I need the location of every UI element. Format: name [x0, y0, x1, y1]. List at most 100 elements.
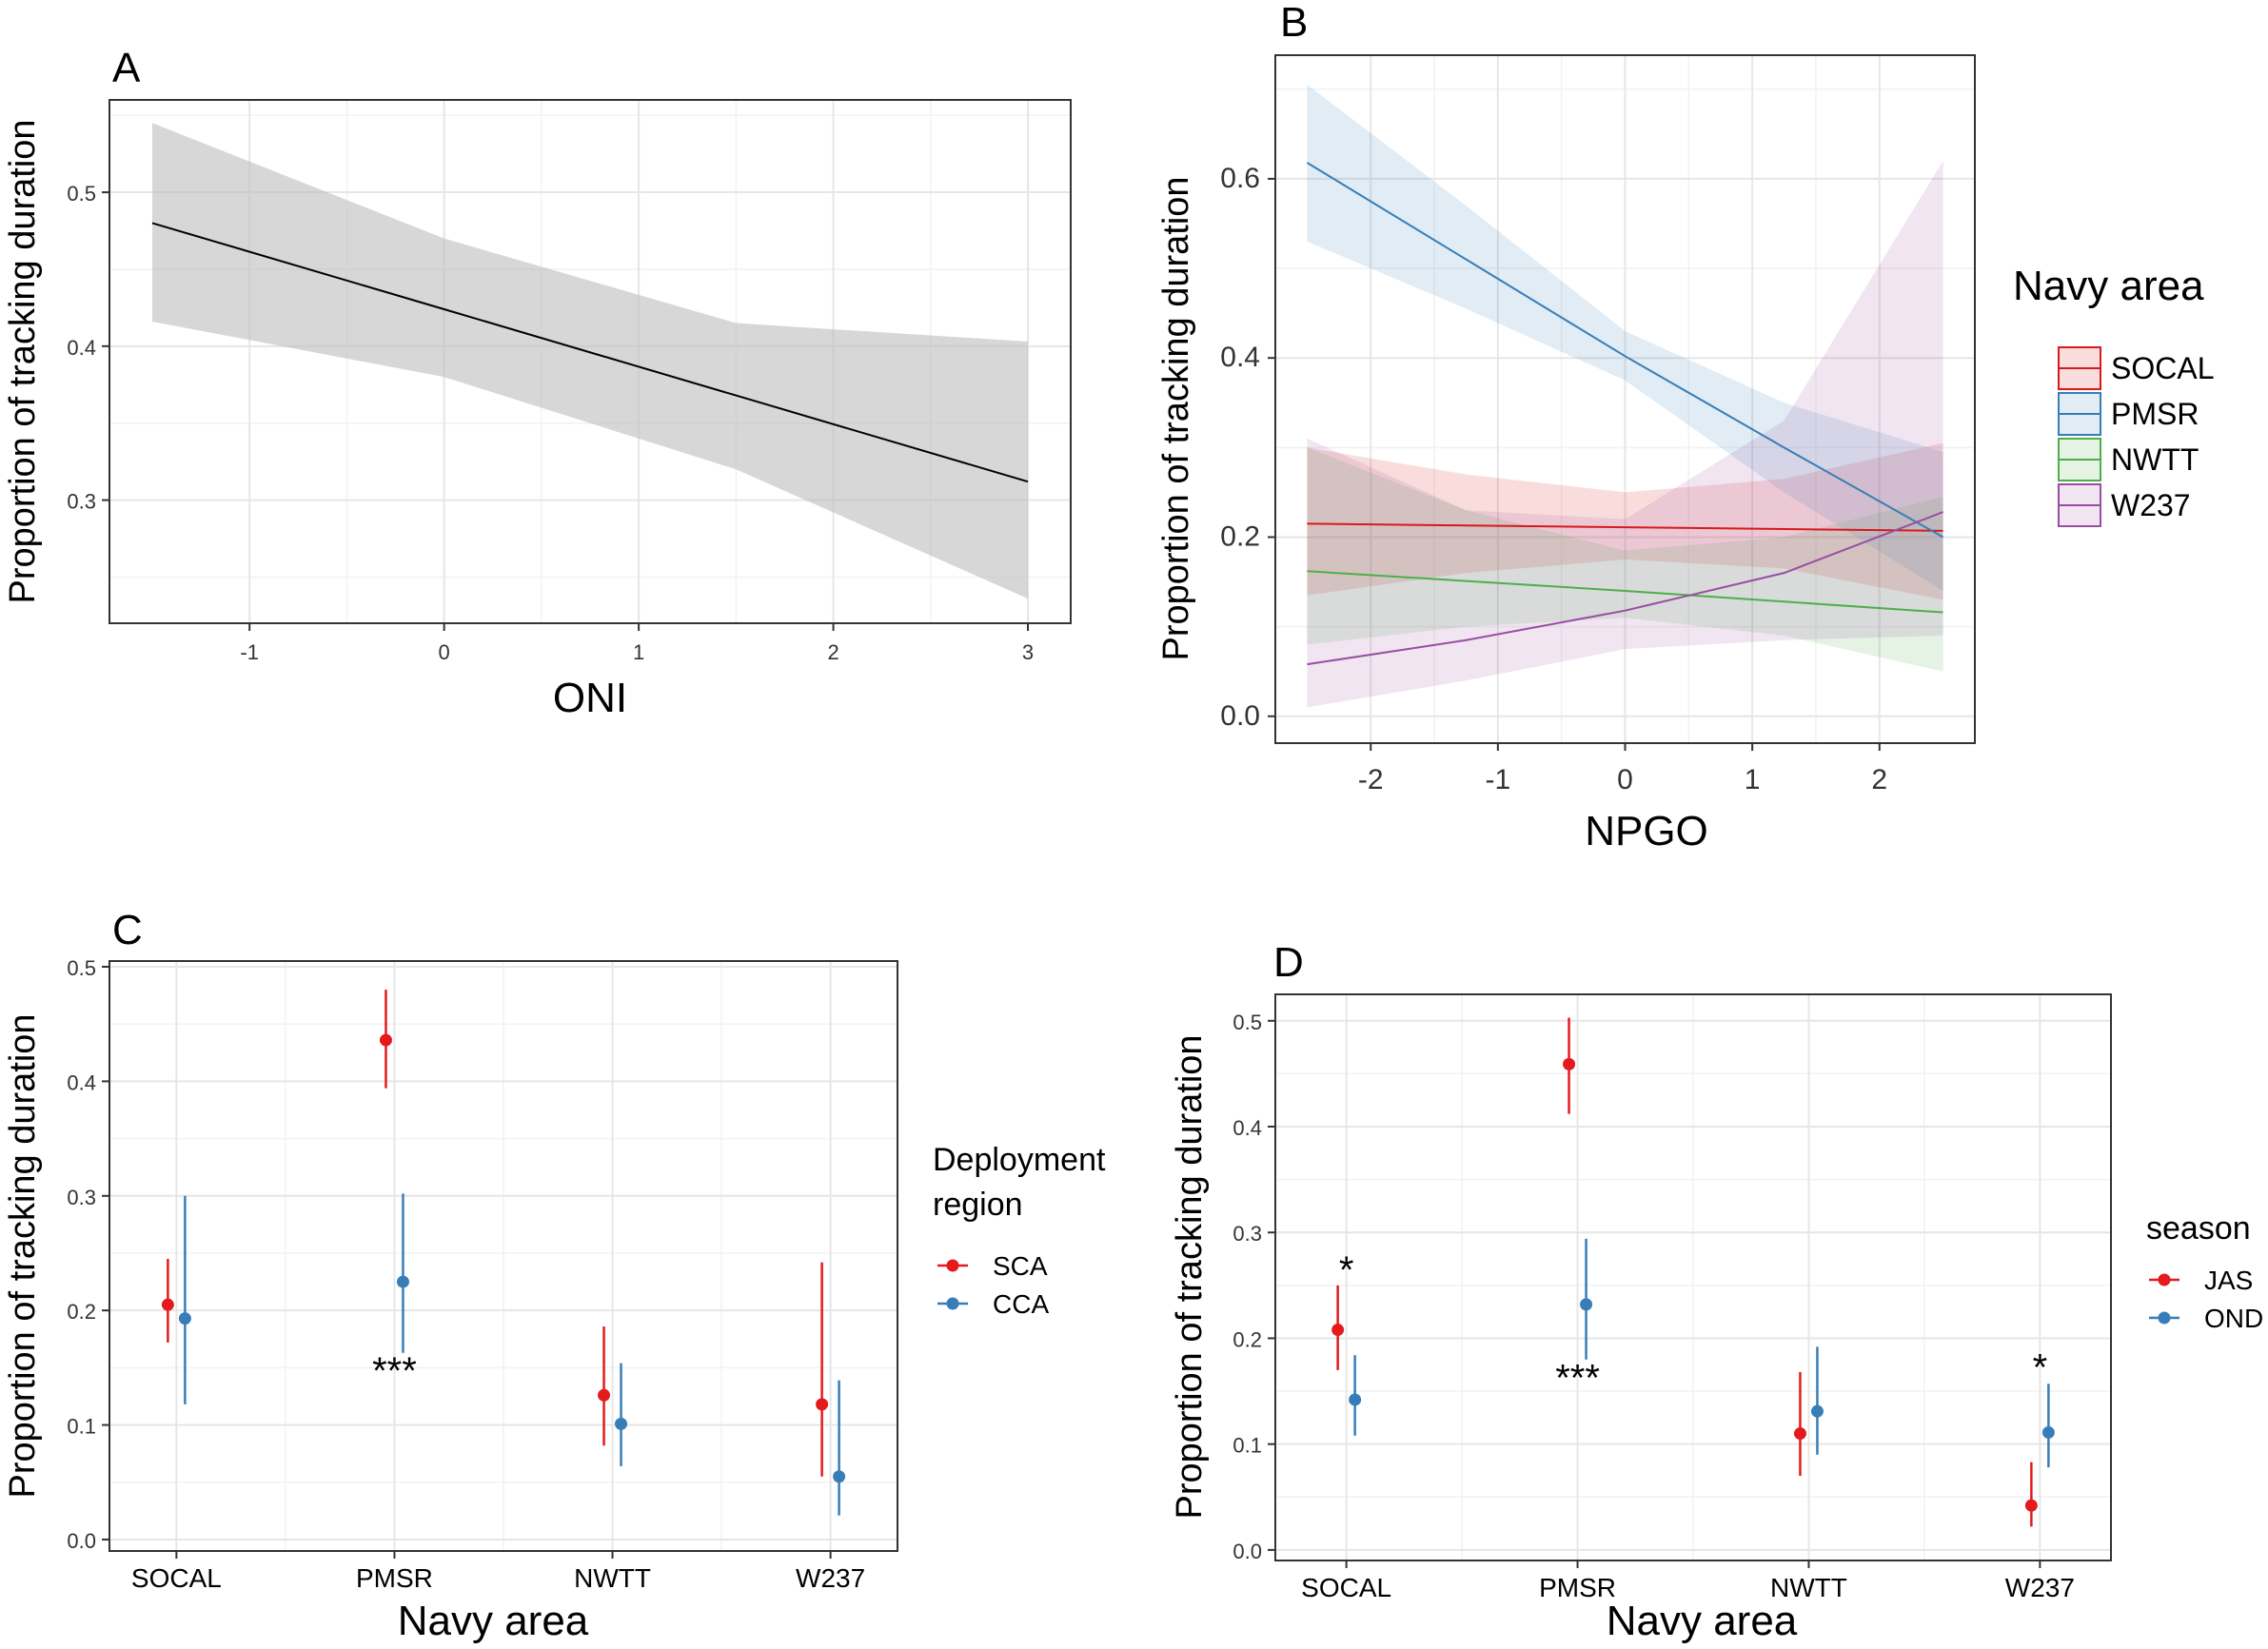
- d-legend-dot-jas: [2158, 1273, 2171, 1286]
- panel-d-y-label: Proportion of tracking duration: [1170, 1034, 1210, 1519]
- d-legend-label-jas: JAS: [2204, 1266, 2253, 1295]
- a-y-tick-label: 0.4: [67, 336, 96, 360]
- c-x-tick-label-w237: W237: [796, 1563, 865, 1593]
- c-point-cca-nwtt: [615, 1417, 628, 1430]
- panel-b-lines: [1306, 162, 1944, 666]
- c-x-tick-label-socal: SOCAL: [131, 1563, 222, 1593]
- b-x-tick-label: 1: [1745, 764, 1761, 795]
- c-y-tick-label: 0.5: [67, 956, 96, 980]
- panel-d-y-ticks: 0.0 0.1 0.2 0.3 0.4 0.5: [1233, 1011, 1275, 1563]
- panel-a: A -1 0 1 2 3 0.3 0.4 0.5 ONI Proportion of tra…: [3, 45, 1072, 721]
- d-point-ond-pmsr: [1580, 1298, 1593, 1311]
- c-point-cca-pmsr: [396, 1275, 409, 1288]
- b-y-tick-label: 0.4: [1220, 342, 1260, 373]
- b-x-tick-label: 2: [1871, 764, 1887, 795]
- d-point-jas-socal: [1331, 1324, 1345, 1337]
- panel-c-x-label: Navy area: [398, 1598, 589, 1644]
- a-y-tick-label: 0.5: [67, 182, 96, 206]
- d-point-jas-nwtt: [1793, 1427, 1806, 1441]
- panel-b-x-label: NPGO: [1585, 808, 1708, 854]
- a-band-fit: [151, 123, 1029, 599]
- panel-b-y-label: Proportion of tracking duration: [1156, 176, 1196, 660]
- c-point-sca-w237: [816, 1398, 829, 1411]
- panel-c-letter: C: [112, 907, 143, 953]
- a-x-tick-label: 0: [439, 640, 450, 664]
- b-band-pmsr: [1307, 85, 1943, 591]
- d-point-jas-w237: [2024, 1499, 2038, 1512]
- panel-d-x-ticks: SOCAL PMSR NWTT W237: [1301, 1561, 2075, 1602]
- panel-b-x-ticks: -2 -1 0 1 2: [1358, 743, 1887, 795]
- c-y-tick-label: 0.4: [67, 1070, 96, 1094]
- d-significance-pmsr: ***: [1555, 1358, 1600, 1400]
- panel-b-legend-title: Navy area: [2013, 263, 2204, 309]
- b-band-socal: [1307, 442, 1943, 600]
- b-y-tick-label: 0.2: [1220, 520, 1260, 552]
- panel-a-lines: [151, 222, 1029, 483]
- panel-c-y-label: Proportion of tracking duration: [3, 1013, 43, 1498]
- panel-b-legend-label-w237: W237: [2111, 488, 2191, 522]
- panel-d-annotations: **** *: [1339, 1249, 2047, 1399]
- c-x-tick-label-pmsr: PMSR: [356, 1563, 433, 1593]
- b-x-tick-label: -1: [1486, 764, 1511, 795]
- b-band-w237: [1307, 161, 1943, 708]
- c-y-tick-label: 0.0: [67, 1529, 96, 1553]
- a-x-tick-label: -1: [240, 640, 259, 664]
- panel-d-legend-title: season: [2146, 1210, 2251, 1247]
- d-x-tick-label-w237: W237: [2005, 1573, 2075, 1602]
- c-point-cca-socal: [178, 1312, 191, 1325]
- d-y-tick-label: 0.1: [1233, 1434, 1262, 1458]
- d-point-ond-socal: [1349, 1393, 1362, 1406]
- d-significance-socal: *: [1339, 1249, 1354, 1291]
- b-line-w237: [1307, 511, 1943, 666]
- panel-c: C *** SOCAL PMSR NWTT W237 0.00.10.20.30.40…: [3, 907, 1106, 1644]
- panel-b-y-ticks: 0.0 0.2 0.4 0.6: [1220, 163, 1275, 732]
- panel-c-legend-items: SCA CCA: [937, 1251, 1049, 1319]
- panel-b: B -2 -1 0 1 2 0.0 0.2 0.4 0.6 NPGO Proportion o…: [1156, 0, 2214, 854]
- a-x-tick-label: 2: [827, 640, 838, 664]
- d-significance-w237: *: [2033, 1346, 2048, 1388]
- d-point-ond-nwtt: [1810, 1404, 1824, 1418]
- c-point-sca-nwtt: [598, 1388, 611, 1402]
- panel-b-letter: B: [1280, 0, 1308, 46]
- d-legend-dot-ond: [2158, 1311, 2171, 1325]
- panel-d-legend: season JAS OND: [2146, 1210, 2263, 1333]
- panel-d-letter: D: [1273, 939, 1304, 986]
- panel-a-y-label: Proportion of tracking duration: [3, 119, 43, 603]
- b-band-nwtt: [1307, 447, 1943, 672]
- panel-c-points: [161, 990, 846, 1516]
- c-legend-label-cca: CCA: [993, 1289, 1049, 1319]
- c-legend-dot-cca: [946, 1297, 959, 1310]
- panel-a-x-ticks: -1 0 1 2 3: [240, 623, 1034, 664]
- panel-d-points: [1331, 1017, 2055, 1527]
- panel-a-plot-border: [108, 99, 1072, 624]
- panel-b-bands: [1307, 85, 1943, 708]
- panel-c-grid: [109, 961, 897, 1551]
- c-x-tick-label-nwtt: NWTT: [574, 1563, 651, 1593]
- panel-a-y-ticks: 0.3 0.4 0.5: [67, 182, 109, 514]
- c-point-sca-pmsr: [379, 1033, 392, 1047]
- d-x-tick-label-nwtt: NWTT: [1770, 1573, 1847, 1602]
- c-point-sca-socal: [161, 1298, 174, 1311]
- c-significance-pmsr: ***: [372, 1350, 417, 1392]
- panel-c-y-ticks: 0.0 0.1 0.2 0.3 0.4 0.5: [67, 956, 109, 1553]
- panel-a-letter: A: [112, 45, 141, 91]
- panel-c-plot-border: [108, 960, 898, 1552]
- a-x-tick-label: 1: [633, 640, 644, 664]
- panel-d-grid: [1275, 994, 2111, 1561]
- panel-c-legend: Deployment region SCA CCA: [933, 1142, 1106, 1319]
- b-line-socal: [1307, 522, 1943, 532]
- a-y-tick-label: 0.3: [67, 490, 96, 514]
- a-x-tick-label: 3: [1022, 640, 1034, 664]
- c-legend-dot-sca: [946, 1259, 959, 1272]
- c-point-cca-w237: [833, 1470, 846, 1483]
- d-legend-label-ond: OND: [2204, 1304, 2263, 1333]
- d-y-tick-label: 0.2: [1233, 1327, 1262, 1351]
- c-y-tick-label: 0.2: [67, 1300, 96, 1324]
- panel-b-legend-label-nwtt: NWTT: [2111, 442, 2199, 477]
- panel-c-legend-title-line1: Deployment: [933, 1142, 1106, 1178]
- d-point-ond-w237: [2041, 1425, 2055, 1439]
- panel-d-legend-items: JAS OND: [2149, 1266, 2263, 1333]
- b-line-nwtt: [1307, 570, 1943, 614]
- panel-b-legend: Navy area SOCAL PMSR NWTT W237: [2013, 263, 2214, 527]
